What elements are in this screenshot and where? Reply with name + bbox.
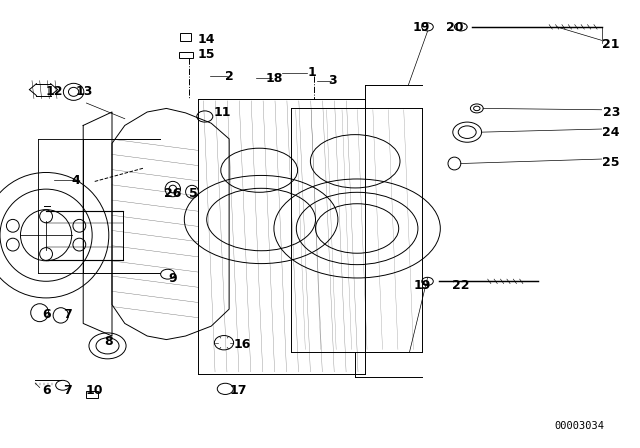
Text: 12: 12 xyxy=(45,85,63,99)
Text: 11: 11 xyxy=(214,106,232,120)
Text: 2: 2 xyxy=(225,69,234,83)
Text: 17: 17 xyxy=(229,384,247,397)
Text: 15: 15 xyxy=(197,48,215,61)
Text: 19: 19 xyxy=(413,279,431,293)
Text: 24: 24 xyxy=(602,125,620,139)
Text: 22: 22 xyxy=(452,279,470,293)
Text: 14: 14 xyxy=(197,33,215,46)
Text: 25: 25 xyxy=(602,155,620,169)
Text: 4: 4 xyxy=(71,173,80,187)
Text: 7: 7 xyxy=(63,384,72,397)
Text: 9: 9 xyxy=(168,272,177,285)
Text: 00003034: 00003034 xyxy=(555,422,605,431)
Text: 20: 20 xyxy=(445,21,463,34)
Text: 10: 10 xyxy=(86,384,104,397)
Text: 6: 6 xyxy=(42,308,51,321)
Text: 1: 1 xyxy=(308,66,317,79)
Text: 3: 3 xyxy=(328,74,337,87)
Text: 7: 7 xyxy=(63,308,72,321)
Text: 19: 19 xyxy=(412,21,430,34)
Text: 26: 26 xyxy=(164,187,182,200)
Text: 21: 21 xyxy=(602,38,620,52)
Text: 6: 6 xyxy=(42,384,51,397)
Text: 5: 5 xyxy=(189,187,198,200)
Text: 16: 16 xyxy=(233,338,251,352)
Text: 23: 23 xyxy=(602,106,620,120)
Text: 18: 18 xyxy=(265,72,283,85)
Text: 8: 8 xyxy=(104,335,113,348)
Text: 13: 13 xyxy=(76,85,93,99)
